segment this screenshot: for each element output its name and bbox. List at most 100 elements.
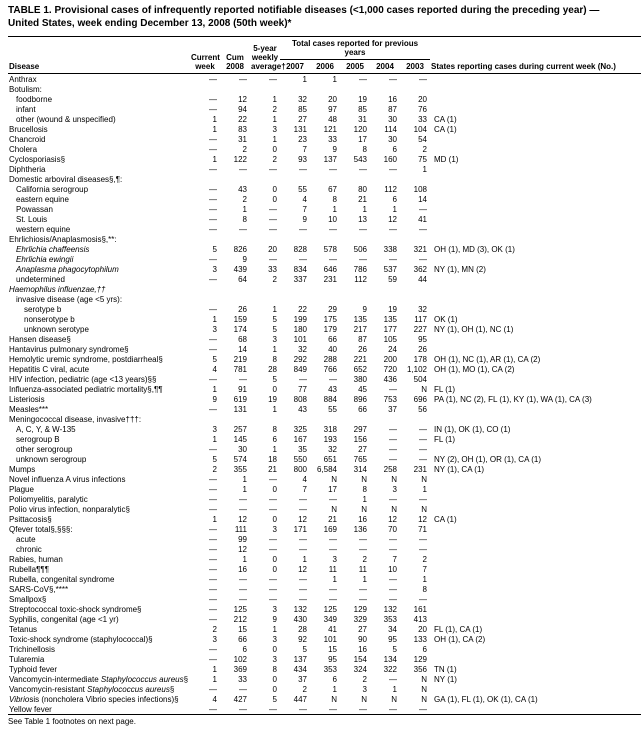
col-disease: Disease bbox=[8, 37, 190, 74]
data-cell: — bbox=[250, 214, 280, 224]
data-cell: 41 bbox=[400, 214, 430, 224]
data-cell: 355 bbox=[220, 464, 250, 474]
states-cell bbox=[430, 564, 641, 574]
states-cell bbox=[430, 604, 641, 614]
data-cell: — bbox=[280, 224, 310, 234]
data-cell: — bbox=[400, 544, 430, 554]
table-row: Toxic-shock syndrome (staphylococcal)§36… bbox=[8, 634, 641, 644]
data-cell: 3 bbox=[190, 634, 220, 644]
data-cell: 20 bbox=[310, 94, 340, 104]
data-cell: 227 bbox=[400, 324, 430, 334]
data-cell: 369 bbox=[220, 664, 250, 674]
data-cell: 1 bbox=[250, 344, 280, 354]
data-cell: 15 bbox=[220, 624, 250, 634]
data-cell: 83 bbox=[220, 124, 250, 134]
states-cell bbox=[430, 184, 641, 194]
data-cell: 646 bbox=[310, 264, 340, 274]
disease-name: California serogroup bbox=[8, 184, 190, 194]
table-row: Chancroid—3112333173054 bbox=[8, 134, 641, 144]
data-cell: 121 bbox=[310, 124, 340, 134]
data-cell: 1 bbox=[370, 684, 400, 694]
data-cell bbox=[220, 284, 250, 294]
data-cell: — bbox=[220, 684, 250, 694]
table-row: St. Louis—8—910131241 bbox=[8, 214, 641, 224]
data-cell: 56 bbox=[400, 404, 430, 414]
data-cell: N bbox=[370, 504, 400, 514]
table-row: other serogroup—301353227—— bbox=[8, 444, 641, 454]
data-cell: 28 bbox=[280, 624, 310, 634]
data-cell: 217 bbox=[340, 324, 370, 334]
data-cell: 1 bbox=[250, 304, 280, 314]
data-cell: 3 bbox=[190, 264, 220, 274]
data-cell: 1 bbox=[370, 204, 400, 214]
table-row: Vancomycin-resistant Staphylococcus aure… bbox=[8, 684, 641, 694]
data-cell: — bbox=[340, 544, 370, 554]
data-cell: — bbox=[400, 704, 430, 715]
table-row: serogroup B11456167193156——FL (1) bbox=[8, 434, 641, 444]
data-cell bbox=[250, 174, 280, 184]
data-cell: 23 bbox=[280, 134, 310, 144]
data-cell: N bbox=[340, 474, 370, 484]
data-cell bbox=[190, 174, 220, 184]
data-cell: — bbox=[310, 704, 340, 715]
disease-name: St. Louis bbox=[8, 214, 190, 224]
data-cell: 175 bbox=[310, 314, 340, 324]
data-cell: 41 bbox=[310, 624, 340, 634]
data-cell: 12 bbox=[220, 544, 250, 554]
data-cell: — bbox=[310, 374, 340, 384]
states-cell bbox=[430, 304, 641, 314]
data-cell: — bbox=[190, 554, 220, 564]
data-cell: 12 bbox=[280, 514, 310, 524]
data-cell: 6,584 bbox=[310, 464, 340, 474]
states-cell: NY (1), OH (1), NC (1) bbox=[430, 324, 641, 334]
states-cell: OK (1) bbox=[430, 314, 641, 324]
data-cell: 16 bbox=[340, 514, 370, 524]
data-cell: 288 bbox=[310, 354, 340, 364]
data-cell: 1 bbox=[250, 134, 280, 144]
data-cell: — bbox=[190, 614, 220, 624]
data-cell: 66 bbox=[220, 634, 250, 644]
data-cell: 828 bbox=[280, 244, 310, 254]
data-cell: 1 bbox=[280, 554, 310, 564]
data-cell: 120 bbox=[340, 124, 370, 134]
states-cell: CA (1) bbox=[430, 514, 641, 524]
data-cell: 1 bbox=[340, 494, 370, 504]
col-states: States reporting cases during current we… bbox=[430, 37, 641, 74]
data-cell bbox=[250, 294, 280, 304]
data-cell: — bbox=[280, 574, 310, 584]
data-cell: — bbox=[220, 494, 250, 504]
data-cell: 436 bbox=[370, 374, 400, 384]
table-row: unknown serogroup557418550651765——NY (2)… bbox=[8, 454, 641, 464]
data-cell bbox=[310, 294, 340, 304]
data-cell: 4 bbox=[190, 694, 220, 704]
data-cell: 9 bbox=[280, 214, 310, 224]
col-group-previous: Total cases reported for previous years bbox=[280, 37, 430, 60]
data-cell: — bbox=[370, 574, 400, 584]
data-cell: 11 bbox=[310, 564, 340, 574]
data-cell: — bbox=[190, 304, 220, 314]
data-cell: 1 bbox=[190, 114, 220, 124]
data-cell: N bbox=[310, 474, 340, 484]
states-cell bbox=[430, 374, 641, 384]
data-cell: 125 bbox=[310, 604, 340, 614]
disease-name: Anaplasma phagocytophilum bbox=[8, 264, 190, 274]
data-cell: 137 bbox=[280, 654, 310, 664]
data-cell: 3 bbox=[250, 604, 280, 614]
states-cell bbox=[430, 504, 641, 514]
data-cell: N bbox=[340, 504, 370, 514]
data-cell: 1 bbox=[310, 574, 340, 584]
data-cell: 29 bbox=[310, 304, 340, 314]
states-cell bbox=[430, 174, 641, 184]
data-cell: 91 bbox=[220, 384, 250, 394]
data-cell: 1 bbox=[190, 664, 220, 674]
data-cell: 5 bbox=[250, 694, 280, 704]
data-cell: — bbox=[340, 534, 370, 544]
data-cell: 21 bbox=[310, 514, 340, 524]
disease-name: Ehrlichiosis/Anaplasmosis§,**: bbox=[8, 234, 190, 244]
data-cell: 12 bbox=[280, 564, 310, 574]
data-cell bbox=[280, 84, 310, 94]
data-cell: 430 bbox=[280, 614, 310, 624]
states-cell bbox=[430, 134, 641, 144]
table-row: Rubella¶¶¶—160121111107 bbox=[8, 564, 641, 574]
data-cell: 2 bbox=[400, 554, 430, 564]
